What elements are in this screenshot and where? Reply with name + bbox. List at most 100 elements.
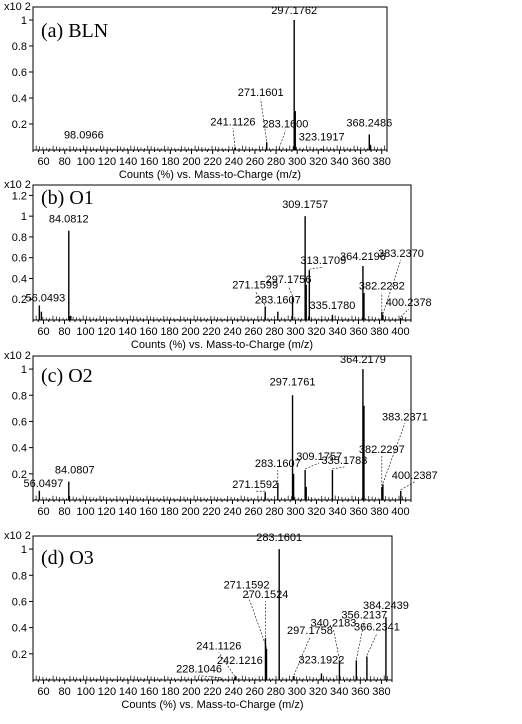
x-tick-label: 140 bbox=[119, 686, 137, 698]
peak-label: 241.1126 bbox=[196, 640, 241, 652]
x-tick-label: 80 bbox=[58, 326, 70, 338]
x-tick-label: 140 bbox=[119, 156, 137, 168]
peak-label: 283.1607 bbox=[255, 458, 301, 470]
y-tick-label: 1 bbox=[21, 15, 27, 27]
peak-label: 297.1762 bbox=[271, 5, 317, 17]
x-tick-label: 220 bbox=[203, 686, 221, 698]
x-tick-label: 300 bbox=[288, 686, 306, 698]
peak-leader bbox=[400, 481, 415, 491]
peak-leader bbox=[254, 291, 266, 306]
peak-label: 382.2282 bbox=[359, 281, 405, 293]
peak-leader bbox=[332, 466, 345, 470]
peak-label: 241.1126 bbox=[210, 116, 255, 128]
x-tick-label: 320 bbox=[307, 326, 325, 338]
peak-leader bbox=[382, 423, 406, 484]
y-tick-label: 0.2 bbox=[12, 649, 27, 661]
y-tick-label: 0.2 bbox=[12, 294, 27, 306]
x-tick-label: 180 bbox=[161, 156, 179, 168]
x-tick-label: 80 bbox=[59, 156, 71, 168]
y-tick-label: 0.4 bbox=[12, 273, 27, 285]
y-tick-label: 0.6 bbox=[12, 253, 27, 265]
peak-leader bbox=[246, 591, 267, 648]
x-tick-label: 180 bbox=[160, 326, 178, 338]
x-axis-label: Counts (%) vs. Mass-to-Charge (m/z) bbox=[121, 699, 303, 711]
peak-label: 271.1601 bbox=[238, 87, 284, 99]
peak-label: 356.2137 bbox=[341, 609, 387, 621]
x-tick-label: 120 bbox=[97, 326, 115, 338]
x-tick-label: 180 bbox=[160, 506, 178, 518]
peak-label: 382.2297 bbox=[359, 444, 405, 456]
x-tick-label: 220 bbox=[202, 506, 220, 518]
peak-label: 297.1756 bbox=[266, 274, 312, 286]
x-axis-label: Counts (%) vs. Mass-to-Charge (m/z) bbox=[131, 339, 313, 351]
x-tick-label: 380 bbox=[373, 156, 391, 168]
y-tick-label: 1 bbox=[21, 211, 27, 223]
x-tick-label: 100 bbox=[77, 686, 95, 698]
x-tick-label: 340 bbox=[330, 156, 348, 168]
x-tick-label: 200 bbox=[182, 686, 200, 698]
peak-leader bbox=[232, 128, 236, 147]
x-tick-label: 360 bbox=[349, 506, 367, 518]
spectrum-panel: x10 2 (b) O1 0.2 0.4 0.6 0.8 1 1.2 60 80 100 120 140… bbox=[4, 179, 432, 351]
x-tick-label: 200 bbox=[181, 326, 199, 338]
peak-label: 297.1761 bbox=[270, 376, 316, 388]
peak-label: 84.0812 bbox=[49, 214, 89, 226]
x-tick-label: 60 bbox=[37, 686, 49, 698]
x-tick-label: 240 bbox=[223, 326, 241, 338]
x-tick-label: 340 bbox=[328, 326, 346, 338]
peak-label: 335.1780 bbox=[309, 300, 355, 312]
x-tick-label: 380 bbox=[372, 686, 390, 698]
y-tick-label: 1 bbox=[21, 364, 27, 376]
peak-label: 335.1783 bbox=[321, 455, 367, 467]
y-tick-label: 0.8 bbox=[12, 390, 27, 402]
x-tick-label: 220 bbox=[203, 156, 221, 168]
x-axis-label: Counts (%) vs. Mass-to-Charge (m/z) bbox=[119, 169, 301, 181]
x-tick-label: 60 bbox=[37, 506, 49, 518]
peak-label: 366.2341 bbox=[354, 621, 400, 633]
x-tick-label: 200 bbox=[181, 506, 199, 518]
y-tick-label: 0.4 bbox=[12, 443, 27, 455]
peak-label: 309.1757 bbox=[282, 199, 328, 211]
x-tick-label: 60 bbox=[37, 156, 49, 168]
y-tick-label: 0.4 bbox=[12, 623, 27, 635]
peak-label: 271.1599 bbox=[232, 280, 278, 292]
panel-label: (b) O1 bbox=[41, 187, 94, 209]
x-tick-label: 300 bbox=[286, 326, 304, 338]
x-tick-label: 220 bbox=[202, 326, 220, 338]
scale-label: x10 2 bbox=[4, 530, 31, 542]
x-tick-label: 80 bbox=[59, 686, 71, 698]
x-tick-label: 320 bbox=[307, 506, 325, 518]
peak-label: 242.1216 bbox=[217, 655, 263, 667]
y-tick-label: 0.8 bbox=[12, 570, 27, 582]
peak-label: 271.1592 bbox=[224, 580, 270, 592]
peak-label: 56.0493 bbox=[25, 292, 65, 304]
x-tick-label: 120 bbox=[97, 506, 115, 518]
peak-label: 313.1709 bbox=[300, 255, 346, 267]
x-tick-label: 400 bbox=[391, 506, 409, 518]
peak-leader bbox=[260, 99, 268, 142]
peak-leader bbox=[218, 652, 236, 677]
peak-leader bbox=[333, 629, 340, 660]
peak-leader bbox=[400, 308, 409, 318]
peak-leader bbox=[279, 130, 286, 148]
x-tick-label: 100 bbox=[76, 326, 94, 338]
x-tick-label: 80 bbox=[58, 506, 70, 518]
peak-label: 283.1601 bbox=[256, 532, 302, 544]
peak-label: 384.2439 bbox=[363, 600, 409, 612]
x-tick-label: 260 bbox=[246, 686, 264, 698]
peak-label: 323.1917 bbox=[299, 132, 345, 144]
peak-label: 368.2486 bbox=[346, 117, 392, 129]
x-tick-label: 160 bbox=[140, 686, 158, 698]
peak-leader bbox=[288, 286, 293, 297]
x-tick-label: 180 bbox=[161, 686, 179, 698]
x-tick-label: 140 bbox=[118, 506, 136, 518]
x-tick-label: 280 bbox=[265, 506, 283, 518]
peak-leader bbox=[305, 462, 320, 470]
x-tick-label: 160 bbox=[139, 326, 157, 338]
x-tick-label: 240 bbox=[224, 686, 242, 698]
peak-leader bbox=[356, 621, 365, 660]
y-tick-label: 0.8 bbox=[12, 41, 27, 53]
x-tick-label: 100 bbox=[76, 506, 94, 518]
y-tick-label: 0.6 bbox=[12, 67, 27, 79]
